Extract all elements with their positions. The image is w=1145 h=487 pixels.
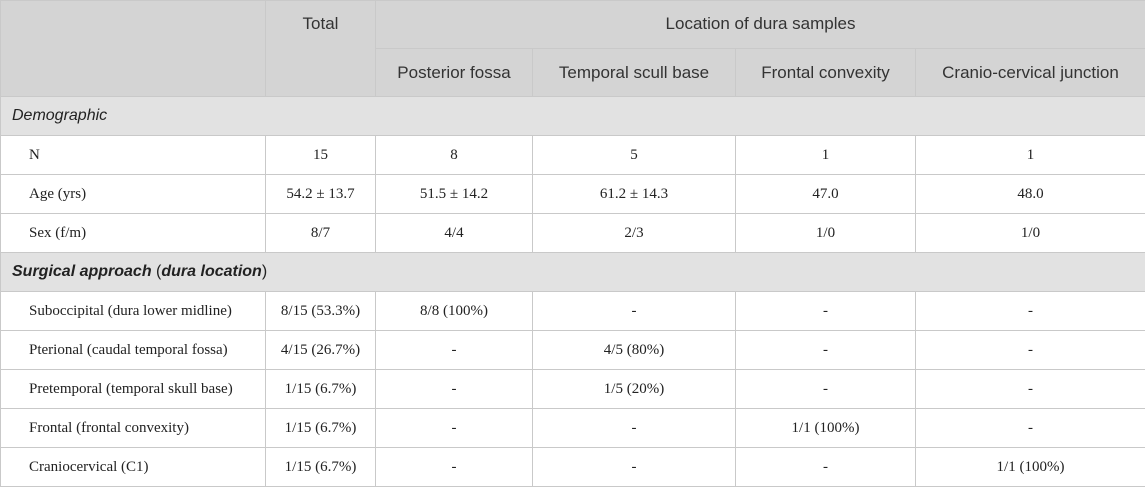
section-row-demographic: Demographic: [0, 96, 1145, 136]
row-label: Craniocervical (C1): [0, 447, 266, 487]
cell-temporal-skull-base: 61.2 ± 14.3: [532, 174, 736, 214]
header-location-frontal-convexity: Frontal convexity: [735, 48, 916, 97]
header-row: Total Location of dura samples: [0, 0, 1145, 97]
cell-total: 15: [265, 135, 376, 175]
table-row: Sex (f/m) 8/7 4/4 2/3 1/0 1/0: [0, 213, 1145, 253]
section-title-open-paren: (: [151, 263, 162, 280]
cell-cranio-cervical-junction: 48.0: [914, 174, 1145, 214]
cell-total: 8/7: [265, 213, 376, 253]
section-title-close-paren: ): [261, 263, 268, 280]
header-subrow: Posterior fossa Temporal scull base Fron…: [1, 48, 1145, 97]
table-row: N 15 8 5 1 1: [0, 135, 1145, 175]
row-label: Pretemporal (temporal skull base): [0, 369, 266, 409]
cell-temporal-skull-base: -: [532, 447, 736, 487]
cell-posterior-fossa: 4/4: [375, 213, 533, 253]
cell-frontal-convexity: -: [735, 291, 916, 331]
section-title-surgical-approach: Surgical approach (dura location): [0, 252, 1145, 292]
section-title-paren: dura location: [161, 263, 262, 280]
cell-frontal-convexity: -: [735, 330, 916, 370]
cell-temporal-skull-base: -: [532, 291, 736, 331]
cell-frontal-convexity: -: [735, 369, 916, 409]
header-location-temporal-skull-base: Temporal scull base: [532, 48, 736, 97]
cell-cranio-cervical-junction: -: [914, 408, 1145, 448]
cell-posterior-fossa: -: [375, 369, 533, 409]
cell-total: 1/15 (6.7%): [265, 447, 376, 487]
cell-temporal-skull-base: 2/3: [532, 213, 736, 253]
cell-cranio-cervical-junction: 1/1 (100%): [914, 447, 1145, 487]
row-label: Age (yrs): [0, 174, 266, 214]
cell-frontal-convexity: -: [735, 447, 916, 487]
cell-temporal-skull-base: -: [532, 408, 736, 448]
header-location-posterior-fossa: Posterior fossa: [375, 48, 533, 97]
cell-frontal-convexity: 1/1 (100%): [735, 408, 916, 448]
cell-posterior-fossa: 8/8 (100%): [375, 291, 533, 331]
cell-frontal-convexity: 47.0: [735, 174, 916, 214]
cell-cranio-cervical-junction: -: [914, 291, 1145, 331]
cell-posterior-fossa: 51.5 ± 14.2: [375, 174, 533, 214]
row-label: Suboccipital (dura lower midline): [0, 291, 266, 331]
cell-temporal-skull-base: 4/5 (80%): [532, 330, 736, 370]
cell-posterior-fossa: -: [375, 330, 533, 370]
table-row: Frontal (frontal convexity) 1/15 (6.7%) …: [0, 408, 1145, 448]
cell-total: 4/15 (26.7%): [265, 330, 376, 370]
cell-cranio-cervical-junction: 1: [914, 135, 1145, 175]
table-row: Age (yrs) 54.2 ± 13.7 51.5 ± 14.2 61.2 ±…: [0, 174, 1145, 214]
cell-total: 54.2 ± 13.7: [265, 174, 376, 214]
section-title-demographic: Demographic: [0, 96, 1145, 136]
cell-total: 1/15 (6.7%): [265, 369, 376, 409]
table-row: Suboccipital (dura lower midline) 8/15 (…: [0, 291, 1145, 331]
header-location-cranio-cervical-junction: Cranio-cervical junction: [914, 48, 1145, 97]
row-label: Frontal (frontal convexity): [0, 408, 266, 448]
table-row: Craniocervical (C1) 1/15 (6.7%) - - - 1/…: [0, 447, 1145, 487]
cell-posterior-fossa: -: [375, 408, 533, 448]
cell-temporal-skull-base: 5: [532, 135, 736, 175]
cell-total: 8/15 (53.3%): [265, 291, 376, 331]
cell-frontal-convexity: 1: [735, 135, 916, 175]
table-row: Pretemporal (temporal skull base) 1/15 (…: [0, 369, 1145, 409]
cell-total: 1/15 (6.7%): [265, 408, 376, 448]
cell-posterior-fossa: -: [375, 447, 533, 487]
cell-cranio-cervical-junction: -: [914, 369, 1145, 409]
cell-temporal-skull-base: 1/5 (20%): [532, 369, 736, 409]
section-title-main: Surgical approach: [12, 263, 152, 280]
header-location-group: Location of dura samples: [374, 0, 1145, 49]
cell-cranio-cervical-junction: -: [914, 330, 1145, 370]
section-row-surgical-approach: Surgical approach (dura location): [0, 252, 1145, 292]
header-blank-cell: [0, 0, 266, 97]
row-label: N: [0, 135, 266, 175]
row-label: Sex (f/m): [0, 213, 266, 253]
row-label: Pterional (caudal temporal fossa): [0, 330, 266, 370]
cell-posterior-fossa: 8: [375, 135, 533, 175]
table-row: Pterional (caudal temporal fossa) 4/15 (…: [0, 330, 1145, 370]
cell-cranio-cervical-junction: 1/0: [914, 213, 1145, 253]
cell-frontal-convexity: 1/0: [735, 213, 916, 253]
header-total: Total: [265, 0, 376, 97]
